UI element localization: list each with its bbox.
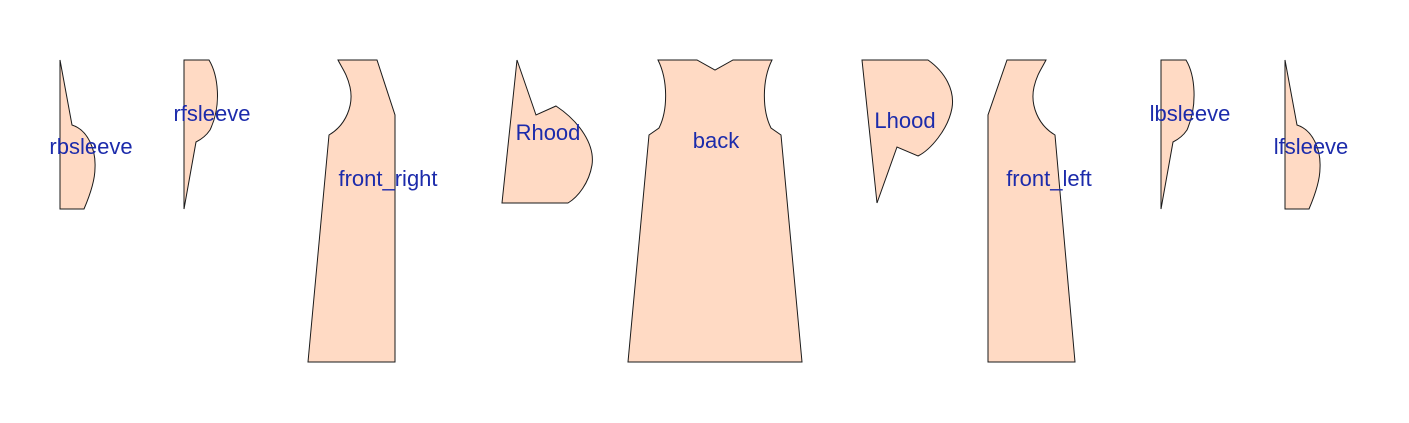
- piece-front-left: front_left: [987, 59, 1092, 363]
- piece-lfsleeve: lfsleeve: [1274, 59, 1349, 210]
- rbsleeve-label: rbsleeve: [49, 134, 132, 159]
- piece-rhood: Rhood: [501, 59, 593, 204]
- rhood-shape: [501, 59, 593, 204]
- lhood-shape: [861, 59, 954, 204]
- rbsleeve-shape: [59, 59, 96, 210]
- rfsleeve-label: rfsleeve: [173, 101, 250, 126]
- back-label: back: [693, 128, 740, 153]
- piece-rbsleeve: rbsleeve: [49, 59, 133, 210]
- rfsleeve-shape: [183, 59, 218, 210]
- lfsleeve-shape: [1284, 59, 1321, 210]
- lhood-label: Lhood: [874, 108, 935, 133]
- piece-back: back: [627, 59, 803, 363]
- back-shape: [627, 59, 803, 363]
- piece-lbsleeve: lbsleeve: [1150, 59, 1231, 210]
- rhood-label: Rhood: [516, 120, 581, 145]
- front-left-label: front_left: [1006, 166, 1092, 191]
- piece-rfsleeve: rfsleeve: [173, 59, 251, 210]
- lfsleeve-label: lfsleeve: [1274, 134, 1349, 159]
- piece-front-right: front_right: [307, 59, 438, 363]
- lbsleeve-shape: [1160, 59, 1195, 210]
- front-right-label: front_right: [338, 166, 437, 191]
- front-left-shape: [987, 59, 1076, 363]
- piece-lhood: Lhood: [861, 59, 954, 204]
- lbsleeve-label: lbsleeve: [1150, 101, 1231, 126]
- front-right-shape: [307, 59, 396, 363]
